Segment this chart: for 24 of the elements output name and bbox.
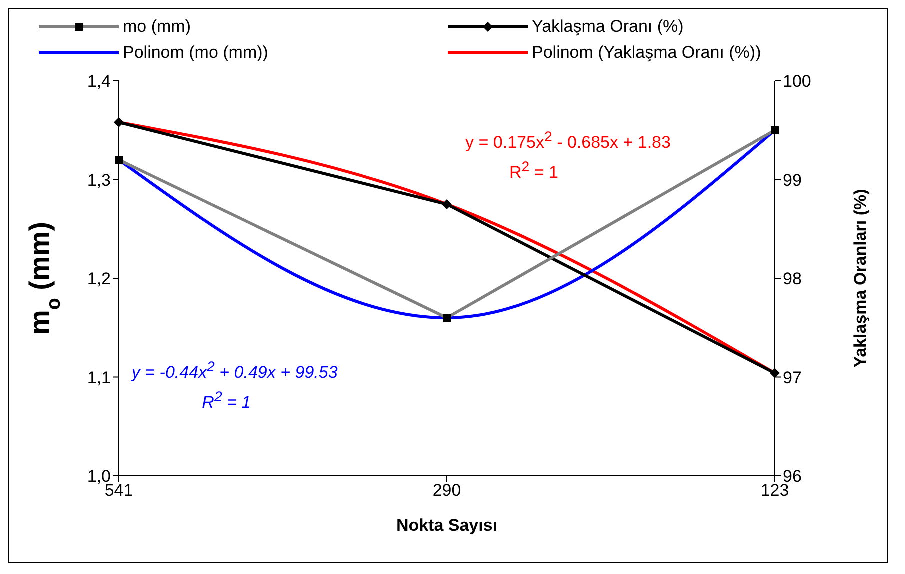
x-tick-label: 290 [432, 481, 462, 500]
x-tick-label: 541 [104, 481, 134, 500]
x-axis-title: Nokta Sayısı [396, 516, 498, 535]
point [442, 199, 452, 210]
point [770, 368, 780, 378]
annotation: R$^{2}$ = 1 [509, 159, 558, 182]
legend-label: Polinom (Yaklaşma Oranı (%)) [532, 43, 762, 63]
y-tick-label: 1,4 [87, 72, 111, 92]
x-tick-label: 123 [760, 481, 790, 500]
y2-tick-label: 97 [783, 368, 802, 388]
y2-axis-title: Yaklaşma Oranları (%) [851, 189, 870, 368]
y2-tick-label: 100 [783, 72, 812, 92]
legend-label: Polinom (mo (mm)) [123, 43, 268, 63]
legend-label: Yaklaşma Oranı (%) [532, 17, 684, 37]
point [114, 117, 124, 128]
legend-label: mo (mm) [123, 17, 191, 37]
annotation: y = -0.44x$^{2}$ + 0.49x + 99.53 [132, 359, 338, 382]
y2-tick-label: 98 [783, 270, 802, 289]
y-tick-label: 1,3 [87, 170, 111, 190]
y2-tick-label: 99 [783, 170, 802, 190]
annotation: y = 0.175x$^{2}$ - 0.685x + 1.83 [466, 129, 671, 152]
annotation: R$^{2}$ = 1 [202, 389, 252, 412]
y-tick-label: 1,1 [87, 368, 111, 388]
y-tick-label: 1,2 [87, 270, 111, 289]
